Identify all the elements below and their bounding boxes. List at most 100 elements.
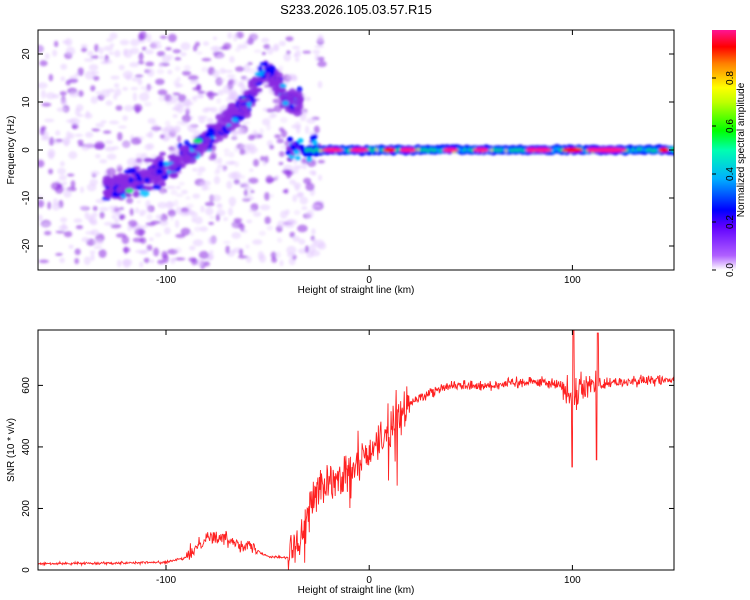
colorbar-gradient — [712, 30, 736, 270]
spectrogram-cell — [38, 199, 45, 208]
spectrogram-cell — [247, 192, 253, 198]
spectrogram-cell — [162, 136, 169, 142]
spectrogram-cell — [176, 135, 182, 143]
spectrogram-cell — [275, 251, 282, 259]
spectrogram-cell — [131, 77, 143, 82]
spectrogram-hotspot — [442, 147, 459, 153]
spectrogram-cell — [217, 52, 223, 59]
spectrogram-cell — [108, 51, 114, 55]
spectrogram-cell — [73, 218, 83, 223]
spectrogram-cell — [238, 98, 244, 104]
spectrogram-cell — [60, 63, 68, 70]
spectrogram-cell — [159, 219, 169, 226]
spectrogram-cell — [213, 159, 219, 164]
spectrogram-cell — [266, 108, 276, 113]
spectrogram-cell — [318, 174, 323, 181]
spectrogram-cell — [174, 142, 179, 152]
spectrogram-cell — [133, 103, 143, 113]
spectrogram-cell — [91, 70, 99, 75]
spectrogram-hotspot — [349, 147, 369, 153]
spectrogram-cell — [311, 171, 317, 176]
spectrogram-cell — [235, 31, 244, 39]
spectrogram-cell — [225, 245, 230, 255]
spectrogram-cell — [265, 178, 275, 183]
snr-ticks: -100 0 100 0 200 400 600 — [21, 330, 674, 586]
spectrogram-cell — [139, 237, 147, 244]
spectrogram-cell — [179, 211, 191, 217]
spectrogram-cell — [176, 76, 181, 83]
snr-x-tick-label: 0 — [366, 575, 372, 586]
spectrogram-cell — [224, 152, 229, 157]
spectrogram-cell — [110, 75, 120, 80]
spectrogram-cell — [149, 237, 154, 242]
spectrogram-cell — [55, 138, 64, 142]
spectrogram-cell — [226, 180, 233, 190]
spectrogram-cell — [180, 42, 191, 51]
spectrogram-cell — [74, 257, 80, 265]
spectrogram-cell — [136, 200, 141, 204]
spectrogram-cell — [293, 182, 302, 189]
spectrogram-cell — [277, 237, 283, 243]
spectrogram-cell — [242, 196, 248, 200]
spectrogram-cell — [231, 117, 239, 123]
spectrogram-cell — [189, 231, 194, 237]
spectrogram-cell — [130, 38, 140, 47]
spectrogram-cell — [178, 181, 185, 186]
spectrogram-cell — [305, 125, 310, 134]
spectrogram-cell — [211, 92, 219, 96]
spectrogram-cell — [119, 214, 124, 221]
spectrogram-cell — [123, 105, 134, 112]
spectrogram-cell — [52, 49, 58, 57]
spectrogram-cell — [122, 70, 134, 80]
spectrogram-cell — [309, 134, 316, 140]
spectrogram-cell — [278, 127, 285, 132]
spectrogram-cell — [306, 250, 314, 258]
spectrogram-cell — [130, 86, 138, 91]
spectrogram-cell — [131, 180, 141, 186]
spectrogram-cell — [196, 83, 202, 91]
spectrogram-cell — [134, 228, 146, 236]
spectrogram-cell — [160, 190, 165, 196]
spectrogram-cell — [63, 189, 72, 198]
spectrogram-cell — [68, 244, 74, 249]
spectrogram-cell — [317, 242, 327, 250]
spectrogram-hotspot — [658, 147, 670, 153]
snr-y-tick-label: 200 — [21, 500, 32, 517]
spectrogram-hotspot — [403, 147, 417, 153]
spectrogram-cell — [199, 226, 208, 232]
spectrogram-cell — [172, 161, 180, 169]
spectrogram-cell — [169, 132, 177, 139]
spectrogram-cell — [93, 245, 103, 249]
spectrogram-cell — [83, 256, 91, 266]
spectrogram-cell — [75, 104, 84, 112]
spectrogram-cell — [44, 53, 50, 60]
spectrogram-cell — [84, 211, 90, 220]
spectrogram-cell — [287, 136, 294, 142]
spectrogram-cell — [155, 214, 162, 220]
spectrogram-cell — [180, 52, 187, 57]
spectrogram-cell — [40, 89, 46, 99]
spectrogram-cell — [268, 113, 275, 120]
spectrogram-cell — [299, 196, 309, 205]
spectrogram-cell — [118, 64, 125, 71]
spectrogram-cell — [114, 217, 120, 224]
spectrogram-cell — [83, 58, 94, 62]
spectrogram-cell — [112, 146, 119, 150]
spectrogram-cell — [285, 219, 294, 225]
spectrogram-cell — [86, 183, 97, 192]
spectrogram-cell — [238, 80, 245, 86]
spectrogram-cell — [216, 157, 223, 165]
spectrogram-cell — [38, 44, 43, 53]
spectrogram-cell — [192, 167, 198, 172]
spectrogram-cell — [180, 227, 191, 236]
spectrogram-cell — [216, 135, 224, 142]
spectrogram-cell — [77, 139, 84, 145]
spectrogram-cell — [61, 223, 67, 231]
spectrogram-cell — [143, 101, 152, 107]
spectrogram-cell — [303, 177, 312, 185]
spectrogram-cell — [227, 32, 233, 39]
spectrogram-cell — [137, 136, 145, 141]
spectrogram-cell — [208, 250, 214, 254]
spectrogram-cell — [226, 74, 236, 78]
